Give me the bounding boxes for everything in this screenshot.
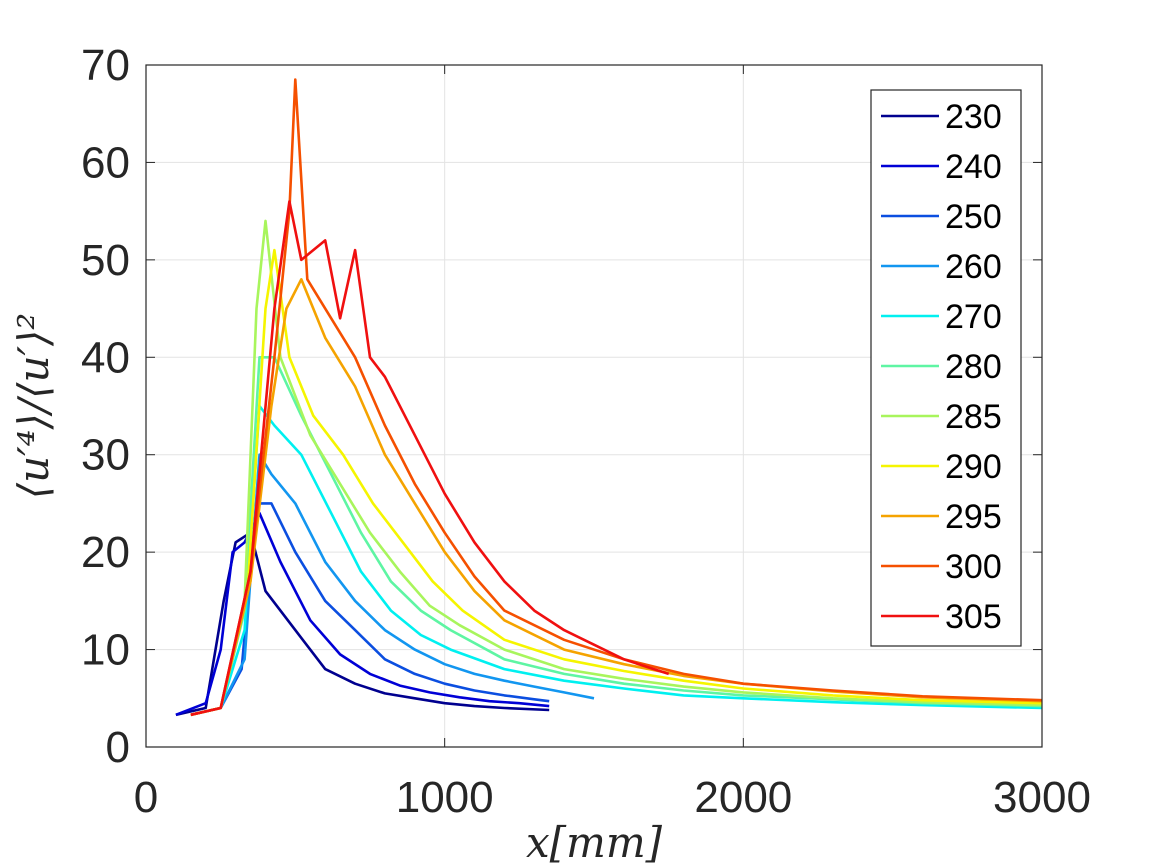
x-tick-label: 0 — [134, 773, 158, 822]
series-300-line — [190, 78, 1043, 717]
plot-frame — [145, 64, 1043, 748]
y-tick-label: 10 — [81, 626, 130, 675]
x-tick-label: 3000 — [993, 773, 1091, 822]
y-tick-label: 60 — [81, 138, 130, 187]
legend-label-290: 290 — [945, 448, 1002, 486]
x-tick-label: 1000 — [396, 773, 494, 822]
y-tick-label: 20 — [81, 528, 130, 577]
legend-label-240: 240 — [945, 148, 1002, 186]
series-280-line — [190, 355, 1043, 717]
x-axis-label: x[mm] — [526, 818, 663, 863]
y-tick-label: 0 — [106, 723, 130, 772]
legend: 230 240 250 260 270 280 285 290 295 300 305 — [870, 89, 1022, 647]
series-230-line — [175, 531, 550, 717]
legend-label-305: 305 — [945, 598, 1002, 636]
y-tick-label: 30 — [81, 431, 130, 480]
y-tick-label: 50 — [81, 236, 130, 285]
series-240-line — [175, 511, 550, 717]
y-tick-label: 40 — [81, 333, 130, 382]
series-305-line — [190, 200, 670, 717]
legend-label-230: 230 — [945, 98, 1002, 136]
legend-label-270: 270 — [945, 298, 1002, 336]
legend-label-250: 250 — [945, 198, 1002, 236]
legend-label-260: 260 — [945, 248, 1002, 286]
axis-ticks: 0 1000 2000 3000 0 10 20 30 40 50 60 70 — [81, 41, 1091, 822]
legend-label-295: 295 — [945, 498, 1002, 536]
y-tick-label: 70 — [81, 41, 130, 90]
y-axis-label: ⟨u′⁴⟩/⟨u′⟩² — [9, 313, 58, 500]
legend-label-280: 280 — [945, 348, 1002, 386]
legend-box — [870, 89, 1022, 647]
series-290-line — [190, 248, 1043, 717]
legend-label-285: 285 — [945, 398, 1002, 436]
series-285-line — [190, 219, 1043, 717]
legend-label-300: 300 — [945, 548, 1002, 586]
series-layer — [175, 78, 1043, 717]
x-tick-label: 2000 — [694, 773, 792, 822]
